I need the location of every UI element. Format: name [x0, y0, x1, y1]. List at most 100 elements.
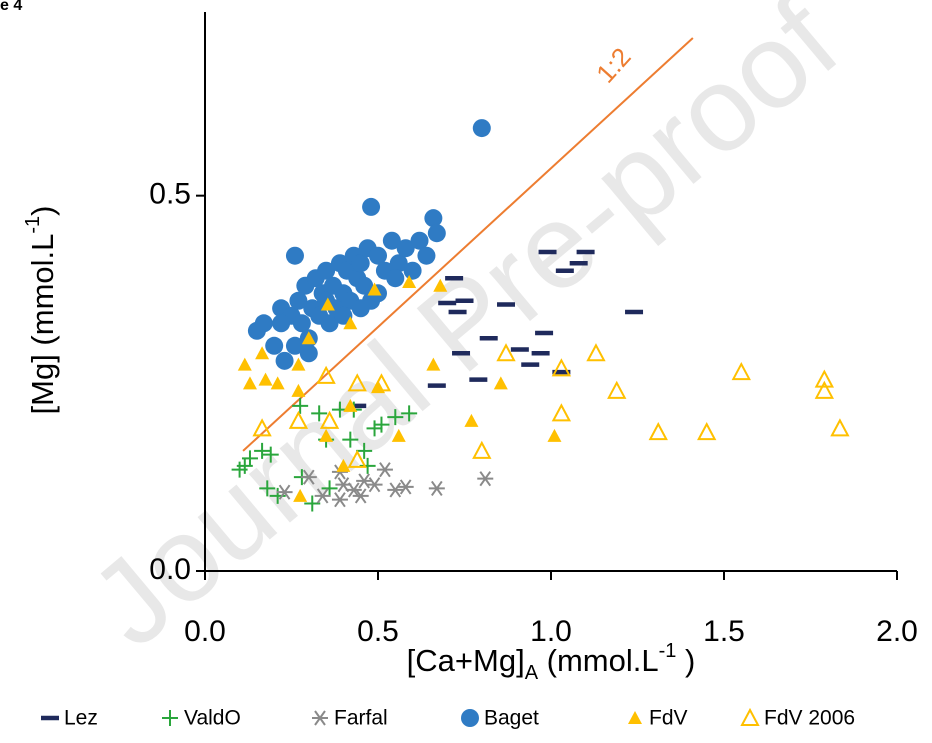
point [586, 343, 606, 362]
point [258, 372, 273, 386]
y-axis-label-part: -1 [22, 216, 44, 234]
figure-label: e 4 [0, 0, 22, 14]
point [311, 405, 328, 422]
legend-marker [628, 711, 642, 724]
point [293, 488, 308, 502]
point [347, 373, 367, 392]
x-axis-label-part: ) [676, 643, 695, 678]
y-tick-label: 0.0 [149, 553, 191, 586]
legend-label: FdV 2006 [764, 707, 855, 730]
point [342, 431, 359, 448]
legend-marker [312, 710, 328, 726]
point [300, 469, 317, 485]
point [317, 261, 336, 280]
x-axis-label-part: [Ca+Mg] [407, 643, 525, 678]
point [830, 418, 850, 437]
point [373, 416, 390, 433]
point [304, 495, 321, 512]
point [347, 449, 367, 468]
point [387, 482, 404, 498]
point [320, 314, 339, 333]
y-tick-label: 0.5 [149, 178, 191, 211]
point [366, 477, 383, 493]
legend-marker [740, 707, 760, 726]
point [472, 119, 491, 138]
point [237, 357, 252, 371]
point [345, 482, 362, 498]
point [427, 224, 446, 243]
x-axis-label-part: (mmol.L [538, 643, 659, 678]
point [270, 376, 285, 390]
point [426, 357, 441, 371]
x-axis-label-part: -1 [659, 640, 677, 662]
point [402, 274, 417, 288]
point [351, 254, 370, 273]
point [254, 314, 273, 333]
point [464, 413, 479, 427]
point [334, 306, 353, 325]
point [276, 484, 293, 500]
point [403, 261, 422, 280]
point [401, 405, 418, 422]
legend-label: Farfal [334, 707, 388, 730]
point [367, 282, 382, 296]
point [319, 410, 340, 429]
point [259, 480, 276, 497]
legend-label: ValdO [184, 707, 241, 730]
reference-line-label: 1:2 [590, 42, 636, 89]
y-axis-label-part: ) [25, 206, 60, 216]
point [477, 471, 494, 487]
point [366, 420, 383, 437]
point [472, 440, 492, 459]
point [410, 231, 429, 250]
point [314, 488, 331, 504]
legend-label: FdV [649, 707, 688, 730]
point [292, 397, 309, 414]
point [242, 376, 257, 390]
point [382, 231, 401, 250]
point [369, 246, 387, 265]
point [396, 239, 415, 258]
y-axis-label: [Mg] (mmol.L-1) [22, 206, 60, 415]
legend-label: Lez [64, 707, 98, 730]
point [356, 442, 373, 459]
point [387, 409, 404, 426]
point [336, 458, 351, 472]
point [288, 410, 309, 429]
legend-marker [162, 710, 178, 726]
point [254, 442, 271, 459]
point [493, 376, 508, 390]
point [397, 479, 414, 495]
point [371, 373, 392, 392]
point [292, 314, 311, 333]
point [252, 418, 272, 437]
x-tick-label: 1.5 [703, 615, 745, 648]
point [391, 428, 406, 442]
point [424, 209, 443, 228]
point [272, 314, 291, 333]
x-tick-label: 1.0 [530, 615, 572, 648]
point [255, 346, 270, 360]
point [731, 361, 751, 381]
point [343, 316, 358, 330]
point [285, 336, 304, 355]
point [386, 269, 405, 288]
point [241, 450, 258, 467]
point [389, 254, 408, 273]
point [291, 357, 306, 371]
legend-marker [461, 709, 479, 727]
point [362, 197, 381, 216]
point [355, 276, 374, 295]
point [814, 380, 835, 399]
point [265, 336, 284, 355]
point [607, 380, 627, 399]
point [299, 344, 318, 363]
point [551, 358, 572, 377]
point [320, 297, 335, 311]
x-tick-label: 0.0 [184, 615, 226, 648]
point [417, 246, 436, 265]
x-tick-label: 0.5 [357, 615, 399, 648]
point [289, 291, 308, 310]
y-axis-label-part: [Mg] (mmol.L [25, 234, 60, 415]
